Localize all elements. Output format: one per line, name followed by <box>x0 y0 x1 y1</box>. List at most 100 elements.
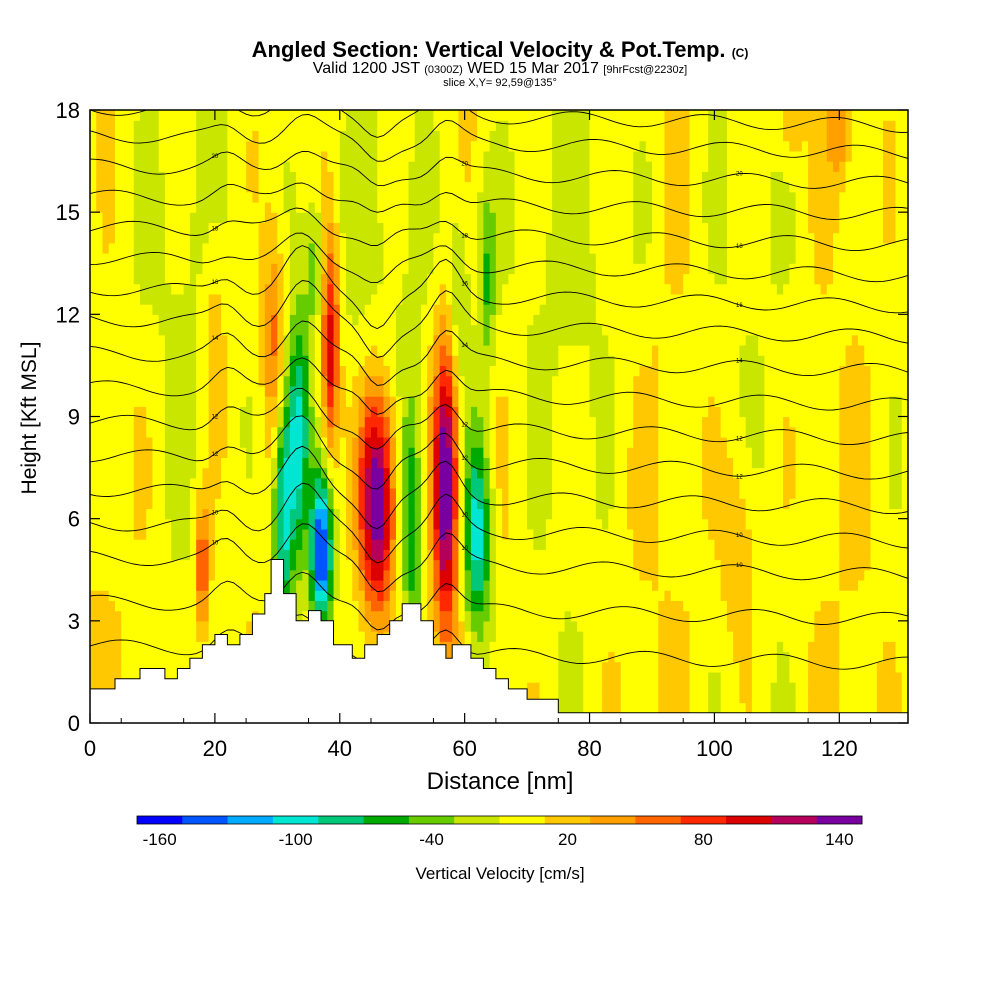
field-cell <box>864 406 872 418</box>
field-cell <box>839 385 847 397</box>
field-cell <box>889 610 897 622</box>
field-cell <box>214 620 222 632</box>
field-cell <box>870 579 878 591</box>
field-cell <box>614 518 622 530</box>
field-cell <box>577 477 584 489</box>
field-cell <box>683 498 691 510</box>
field-cell <box>701 549 709 561</box>
field-cell <box>701 528 709 540</box>
field-cell <box>527 671 534 683</box>
field-cell <box>508 651 516 663</box>
field-cell <box>127 620 135 632</box>
field-cell <box>289 559 297 571</box>
field-cell <box>302 600 310 612</box>
field-cell <box>114 631 122 642</box>
field-cell <box>233 569 241 581</box>
field-cell <box>826 467 834 479</box>
field-cell <box>627 631 634 642</box>
field-cell <box>395 396 403 407</box>
field-cell <box>277 528 285 540</box>
field-cell <box>726 671 734 683</box>
field-cell <box>595 539 603 550</box>
field-cell <box>283 498 291 510</box>
field-cell <box>177 355 185 367</box>
field-cell <box>258 447 266 458</box>
field-cell <box>695 620 703 632</box>
field-cell <box>433 406 441 418</box>
field-cell <box>589 651 597 663</box>
field-cell <box>189 406 197 418</box>
field-cell <box>720 682 728 693</box>
field-cell <box>539 488 547 499</box>
field-cell <box>833 467 840 479</box>
field-cell <box>102 365 110 377</box>
field-cell <box>277 467 285 479</box>
field-cell <box>346 579 353 591</box>
field-cell <box>720 457 728 469</box>
field-cell <box>826 457 834 469</box>
field-cell <box>639 344 647 356</box>
field-cell <box>477 508 484 520</box>
field-cell <box>889 620 897 632</box>
field-cell <box>439 488 447 499</box>
field-cell <box>689 488 697 499</box>
field-cell <box>595 579 603 591</box>
field-cell <box>770 406 778 418</box>
field-cell <box>90 385 97 397</box>
field-cell <box>364 457 372 469</box>
field-cell <box>539 508 547 520</box>
field-cell <box>726 457 734 469</box>
chart-title-tag: (C) <box>731 46 749 60</box>
field-cell <box>408 528 416 540</box>
field-cell <box>820 355 828 367</box>
field-cell <box>358 508 366 520</box>
field-cell <box>745 600 753 612</box>
field-cell <box>889 579 897 591</box>
field-cell <box>627 692 634 704</box>
field-cell <box>96 682 104 693</box>
field-cell <box>489 406 497 418</box>
field-cell <box>127 671 135 683</box>
field-cell <box>346 488 353 499</box>
field-cell <box>808 610 815 622</box>
field-cell <box>352 436 360 448</box>
field-cell <box>695 590 703 601</box>
field-cell <box>545 436 553 448</box>
field-cell <box>108 416 116 428</box>
field-cell <box>395 508 403 520</box>
field-cell <box>658 702 666 714</box>
field-cell <box>139 324 147 336</box>
field-cell <box>477 528 484 540</box>
field-cell <box>327 549 335 561</box>
field-cell <box>246 426 253 438</box>
field-cell <box>171 385 179 397</box>
field-cell <box>583 457 591 469</box>
field-cell <box>389 375 397 387</box>
field-cell <box>389 365 397 377</box>
field-cell <box>102 477 110 489</box>
field-cell <box>676 416 684 428</box>
field-cell <box>583 477 591 489</box>
field-cell <box>321 539 328 550</box>
field-cell <box>445 385 453 397</box>
field-cell <box>870 385 878 397</box>
field-cell <box>177 539 185 550</box>
field-cell <box>202 385 210 397</box>
field-cell <box>283 579 291 591</box>
field-cell <box>708 457 716 469</box>
field-cell <box>133 477 141 489</box>
field-cell <box>564 334 572 346</box>
field-cell <box>795 528 803 540</box>
field-cell <box>564 426 572 438</box>
field-cell <box>820 539 828 550</box>
field-cell <box>414 416 422 428</box>
field-cell <box>96 651 104 663</box>
field-cell <box>870 671 878 683</box>
field-cell <box>583 651 591 663</box>
field-cell <box>370 600 378 612</box>
field-cell <box>314 477 322 489</box>
field-cell <box>327 334 335 346</box>
field-cell <box>808 426 815 438</box>
field-cell <box>502 477 509 489</box>
field-cell <box>901 457 908 469</box>
